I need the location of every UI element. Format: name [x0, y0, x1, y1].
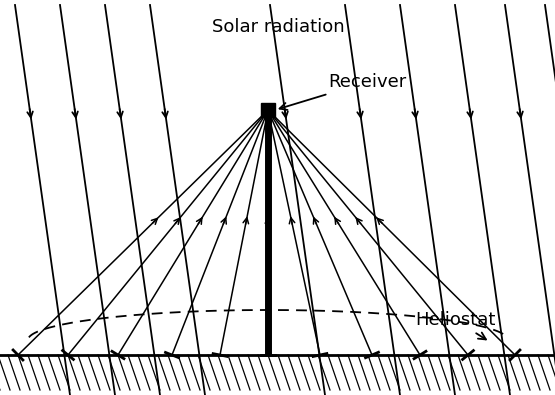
Text: Receiver: Receiver	[280, 73, 406, 110]
Bar	[261, 103, 275, 117]
Text: Heliostat: Heliostat	[415, 311, 496, 339]
Text: Solar radiation: Solar radiation	[211, 18, 344, 36]
